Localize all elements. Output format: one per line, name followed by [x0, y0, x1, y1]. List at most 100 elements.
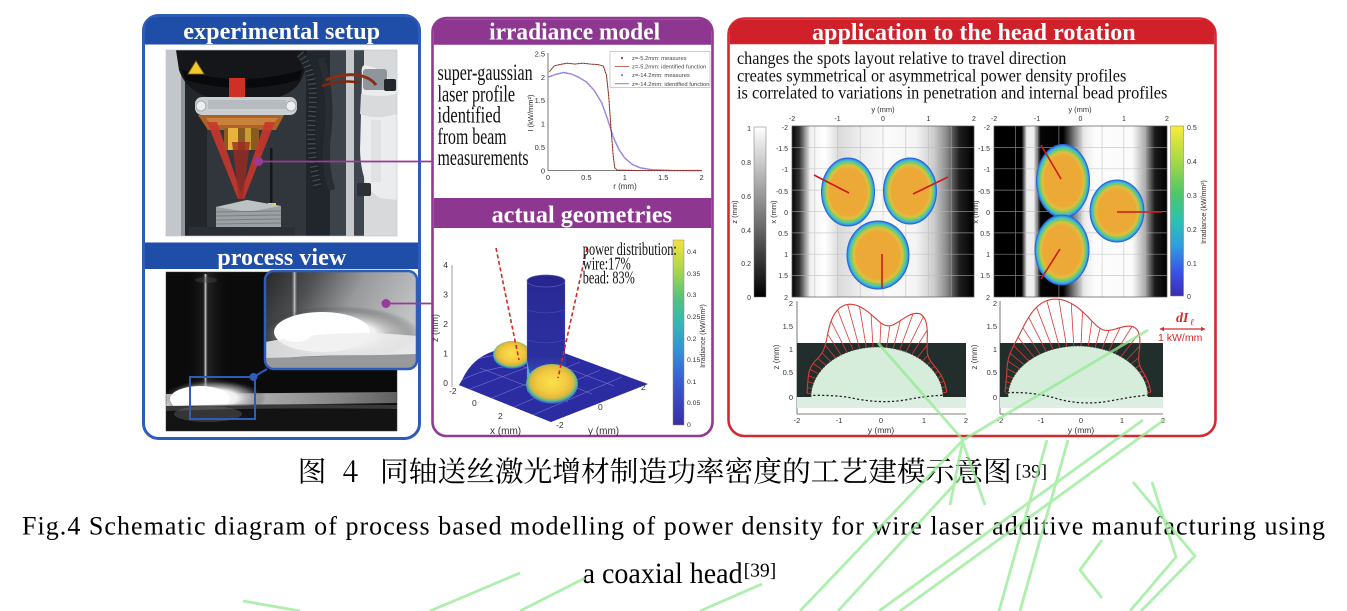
svg-text:0.5: 0.5 — [581, 173, 591, 182]
svg-text:y (mm): y (mm) — [588, 426, 619, 437]
svg-text:z (mm): z (mm) — [730, 200, 739, 224]
svg-text:2: 2 — [700, 173, 704, 182]
svg-text:1: 1 — [747, 126, 751, 133]
svg-text:application to the head rotati: application to the head rotation — [812, 19, 1136, 46]
svg-text:4: 4 — [443, 260, 448, 270]
svg-text:2: 2 — [498, 411, 503, 421]
svg-text:1: 1 — [1122, 116, 1126, 123]
svg-text:1: 1 — [993, 345, 997, 354]
svg-text:-1: -1 — [836, 416, 843, 425]
svg-text:-2: -2 — [782, 125, 788, 132]
svg-text:2: 2 — [986, 295, 990, 302]
svg-text:1: 1 — [623, 173, 627, 182]
svg-text:y (mm): y (mm) — [871, 105, 895, 114]
svg-text:-2: -2 — [794, 416, 801, 425]
svg-text:1.5: 1.5 — [658, 173, 668, 182]
svg-text:2.5: 2.5 — [535, 49, 545, 58]
svg-text:-1: -1 — [984, 167, 990, 174]
svg-text:-1: -1 — [1034, 116, 1040, 123]
svg-text:0: 0 — [598, 402, 603, 412]
svg-text:is correlated to variations in: is correlated to variations in penetrati… — [737, 83, 1168, 103]
svg-text:actual geometries: actual geometries — [492, 202, 672, 229]
svg-text:2: 2 — [784, 295, 788, 302]
svg-text:0.4: 0.4 — [687, 249, 697, 256]
svg-text:2: 2 — [641, 382, 646, 392]
svg-text:-2: -2 — [556, 420, 564, 430]
svg-text:Irradiance (kW/mm²): Irradiance (kW/mm²) — [1201, 180, 1208, 244]
svg-text:2: 2 — [443, 319, 448, 329]
svg-text:3: 3 — [443, 290, 448, 300]
svg-text:1: 1 — [443, 349, 448, 359]
svg-text:x (mm): x (mm) — [490, 426, 521, 437]
svg-text:1.5: 1.5 — [987, 322, 997, 331]
svg-text:I (kW/mm²): I (kW/mm²) — [526, 94, 535, 132]
svg-text:y (mm): y (mm) — [1068, 425, 1095, 435]
svg-text:1: 1 — [784, 252, 788, 259]
svg-text:0: 0 — [472, 398, 477, 408]
svg-text:0.2: 0.2 — [1187, 227, 1197, 234]
svg-text:identified: identified — [438, 103, 502, 128]
svg-text:2: 2 — [1165, 116, 1169, 123]
svg-text:z (mm): z (mm) — [772, 344, 781, 369]
svg-text:0.5: 0.5 — [778, 231, 788, 238]
svg-text:wire:17%: wire:17% — [583, 253, 631, 273]
svg-text:-1.5: -1.5 — [978, 146, 990, 153]
svg-text:1.5: 1.5 — [980, 273, 990, 280]
svg-text:z=-14.2mm: measures: z=-14.2mm: measures — [632, 73, 690, 79]
svg-text:0.3: 0.3 — [687, 292, 697, 299]
svg-text:z (mm): z (mm) — [430, 314, 440, 342]
svg-text:0.2: 0.2 — [687, 336, 697, 343]
svg-text:1.5: 1.5 — [535, 96, 545, 105]
svg-text:0.25: 0.25 — [687, 314, 700, 321]
svg-text:dI: dI — [1176, 311, 1189, 326]
svg-text:-2: -2 — [789, 116, 795, 123]
svg-text:2: 2 — [789, 299, 793, 308]
svg-text:-1.5: -1.5 — [776, 146, 788, 153]
svg-text:r (mm): r (mm) — [613, 182, 637, 191]
svg-text:0: 0 — [881, 116, 885, 123]
svg-text:from beam: from beam — [438, 124, 507, 149]
svg-text:creates symmetrical or asymmet: creates symmetrical or asymmetrical powe… — [737, 65, 1126, 85]
svg-text:1: 1 — [927, 116, 931, 123]
svg-text:0.1: 0.1 — [687, 379, 697, 386]
svg-text:0.15: 0.15 — [687, 357, 700, 364]
svg-text:0: 0 — [1187, 294, 1191, 301]
svg-text:0: 0 — [993, 393, 997, 402]
svg-text:0: 0 — [1079, 116, 1083, 123]
svg-text:laser profile: laser profile — [438, 81, 516, 106]
svg-text:y (mm): y (mm) — [1068, 105, 1092, 114]
svg-text:-1: -1 — [1038, 416, 1045, 425]
svg-text:z=-5.2mm: measures: z=-5.2mm: measures — [632, 56, 687, 62]
svg-text:measurements: measurements — [438, 145, 529, 170]
svg-text:changes the spots layout relat: changes the spots layout relative to tra… — [737, 48, 1067, 68]
svg-text:-2: -2 — [997, 416, 1004, 425]
svg-text:2: 2 — [972, 116, 976, 123]
svg-text:0.3: 0.3 — [1187, 193, 1197, 200]
svg-text:2: 2 — [541, 73, 545, 82]
svg-text:0: 0 — [986, 210, 990, 217]
svg-text:x (mm): x (mm) — [971, 200, 980, 224]
svg-text:0: 0 — [789, 393, 793, 402]
svg-text:super-gaussian: super-gaussian — [438, 60, 533, 85]
svg-text:0.5: 0.5 — [1187, 125, 1197, 132]
svg-text:-0.5: -0.5 — [776, 189, 788, 196]
svg-text:2: 2 — [993, 299, 997, 308]
svg-text:1: 1 — [541, 120, 545, 129]
svg-text:0: 0 — [747, 295, 751, 302]
svg-text:power distribution:: power distribution: — [583, 239, 677, 259]
svg-text:1: 1 — [1120, 416, 1124, 425]
svg-text:1: 1 — [789, 345, 793, 354]
svg-text:1.5: 1.5 — [783, 322, 793, 331]
svg-text:Fig.4 Schematic diagram of pro: Fig.4 Schematic diagram of process based… — [22, 512, 1325, 541]
svg-text:bead: 83%: bead: 83% — [583, 268, 635, 288]
svg-text:experimental setup: experimental setup — [183, 19, 380, 45]
svg-text:0.8: 0.8 — [741, 160, 751, 167]
svg-text:-1: -1 — [782, 167, 788, 174]
svg-text:-2: -2 — [984, 125, 990, 132]
svg-text:ℓ: ℓ — [1190, 317, 1194, 327]
svg-text:0: 0 — [687, 422, 691, 429]
svg-text:0: 0 — [1079, 416, 1083, 425]
svg-text:0.5: 0.5 — [987, 368, 997, 377]
svg-text:-0.5: -0.5 — [978, 189, 990, 196]
svg-text:0.35: 0.35 — [687, 271, 700, 278]
